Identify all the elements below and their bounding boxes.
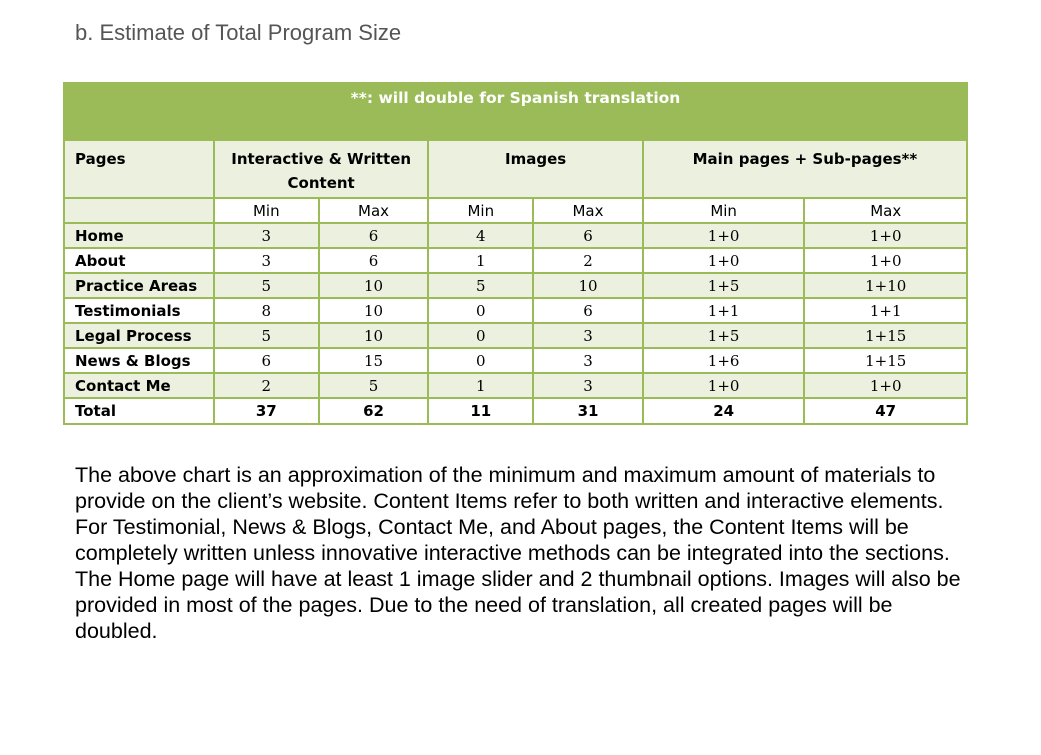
row-value-cell: 1+0	[641, 372, 806, 399]
row-value-cell: 1+6	[641, 347, 806, 374]
min-max-row: Min Max Min Max Min Max	[63, 197, 968, 224]
row-value-cell: 1+5	[641, 272, 806, 299]
row-page-name: Contact Me	[63, 372, 215, 399]
row-value-cell: 1+0	[803, 372, 968, 399]
total-cell: 11	[427, 397, 535, 425]
header-main-pages: Main pages + Sub-pages**	[641, 139, 969, 199]
row-value-cell: 10	[317, 272, 430, 299]
min-max-label: Max	[532, 197, 644, 224]
row-value-cell: 3	[532, 322, 644, 349]
row-value-cell: 6	[317, 247, 430, 274]
row-value-cell: 0	[427, 347, 535, 374]
row-value-cell: 5	[317, 372, 430, 399]
row-value-cell: 1	[427, 372, 535, 399]
total-cell: 31	[532, 397, 644, 425]
row-page-name: Legal Process	[63, 322, 215, 349]
row-value-cell: 1+15	[803, 322, 968, 349]
row-value-cell: 2	[212, 372, 320, 399]
row-value-cell: 2	[532, 247, 644, 274]
row-value-cell: 10	[317, 297, 430, 324]
table-row: About 3 6 1 2 1+0 1+0	[63, 247, 968, 274]
header-images: Images	[427, 139, 644, 199]
total-cell: 62	[317, 397, 430, 425]
table-note-row: **: will double for Spanish translation	[63, 82, 968, 141]
total-cell: 37	[212, 397, 320, 425]
row-value-cell: 6	[532, 222, 644, 249]
table-row: Home 3 6 4 6 1+0 1+0	[63, 222, 968, 249]
row-value-cell: 1+10	[803, 272, 968, 299]
table-row: Contact Me 2 5 1 3 1+0 1+0	[63, 372, 968, 399]
row-page-name: Home	[63, 222, 215, 249]
row-value-cell: 6	[532, 297, 644, 324]
row-value-cell: 3	[532, 347, 644, 374]
row-value-cell: 10	[532, 272, 644, 299]
row-value-cell: 10	[317, 322, 430, 349]
total-cell: 47	[803, 397, 968, 425]
table-body: Home 3 6 4 6 1+0 1+0 About 3 6 1 2 1+0 1+0 Practice Ar…	[63, 222, 968, 399]
program-size-table-wrapper: **: will double for Spanish translation …	[63, 82, 969, 425]
row-value-cell: 1+0	[803, 222, 968, 249]
row-value-cell: 1+0	[641, 222, 806, 249]
table-row: Practice Areas 5 10 5 10 1+5 1+10	[63, 272, 968, 299]
section-heading: b. Estimate of Total Program Size	[75, 20, 402, 45]
row-value-cell: 3	[212, 247, 320, 274]
row-value-cell: 1	[427, 247, 535, 274]
row-value-cell: 0	[427, 322, 535, 349]
header-content: Interactive & Written Content	[212, 139, 430, 199]
table-row: Testimonials 8 10 0 6 1+1 1+1	[63, 297, 968, 324]
row-value-cell: 3	[212, 222, 320, 249]
total-label: Total	[63, 397, 215, 425]
row-page-name: Testimonials	[63, 297, 215, 324]
row-value-cell: 5	[212, 322, 320, 349]
min-max-label: Max	[803, 197, 968, 224]
min-max-label: Min	[212, 197, 320, 224]
total-row: Total 37 62 11 31 24 47	[63, 397, 968, 425]
row-page-name: News & Blogs	[63, 347, 215, 374]
row-value-cell: 6	[317, 222, 430, 249]
row-value-cell: 1+0	[803, 247, 968, 274]
row-value-cell: 1+5	[641, 322, 806, 349]
program-size-table: **: will double for Spanish translation …	[63, 82, 969, 425]
row-value-cell: 1+15	[803, 347, 968, 374]
description-paragraph: The above chart is an approximation of t…	[75, 463, 961, 643]
row-value-cell: 3	[532, 372, 644, 399]
row-value-cell: 6	[212, 347, 320, 374]
row-value-cell: 1+1	[803, 297, 968, 324]
table-row: Legal Process 5 10 0 3 1+5 1+15	[63, 322, 968, 349]
row-value-cell: 1+0	[641, 247, 806, 274]
min-max-label: Max	[317, 197, 430, 224]
row-value-cell: 8	[212, 297, 320, 324]
row-value-cell: 1+1	[641, 297, 806, 324]
total-cell: 24	[641, 397, 806, 425]
translation-note: **: will double for Spanish translation	[63, 82, 968, 141]
header-pages: Pages	[63, 139, 215, 199]
min-max-label: Min	[427, 197, 535, 224]
row-page-name: About	[63, 247, 215, 274]
min-max-label: Min	[641, 197, 806, 224]
row-value-cell: 5	[212, 272, 320, 299]
row-value-cell: 5	[427, 272, 535, 299]
row-value-cell: 15	[317, 347, 430, 374]
table-header-row: Pages Interactive & Written Content Imag…	[63, 139, 969, 199]
table-row: News & Blogs 6 15 0 3 1+6 1+15	[63, 347, 968, 374]
min-max-blank	[63, 197, 215, 224]
row-value-cell: 4	[427, 222, 535, 249]
row-value-cell: 0	[427, 297, 535, 324]
row-page-name: Practice Areas	[63, 272, 215, 299]
